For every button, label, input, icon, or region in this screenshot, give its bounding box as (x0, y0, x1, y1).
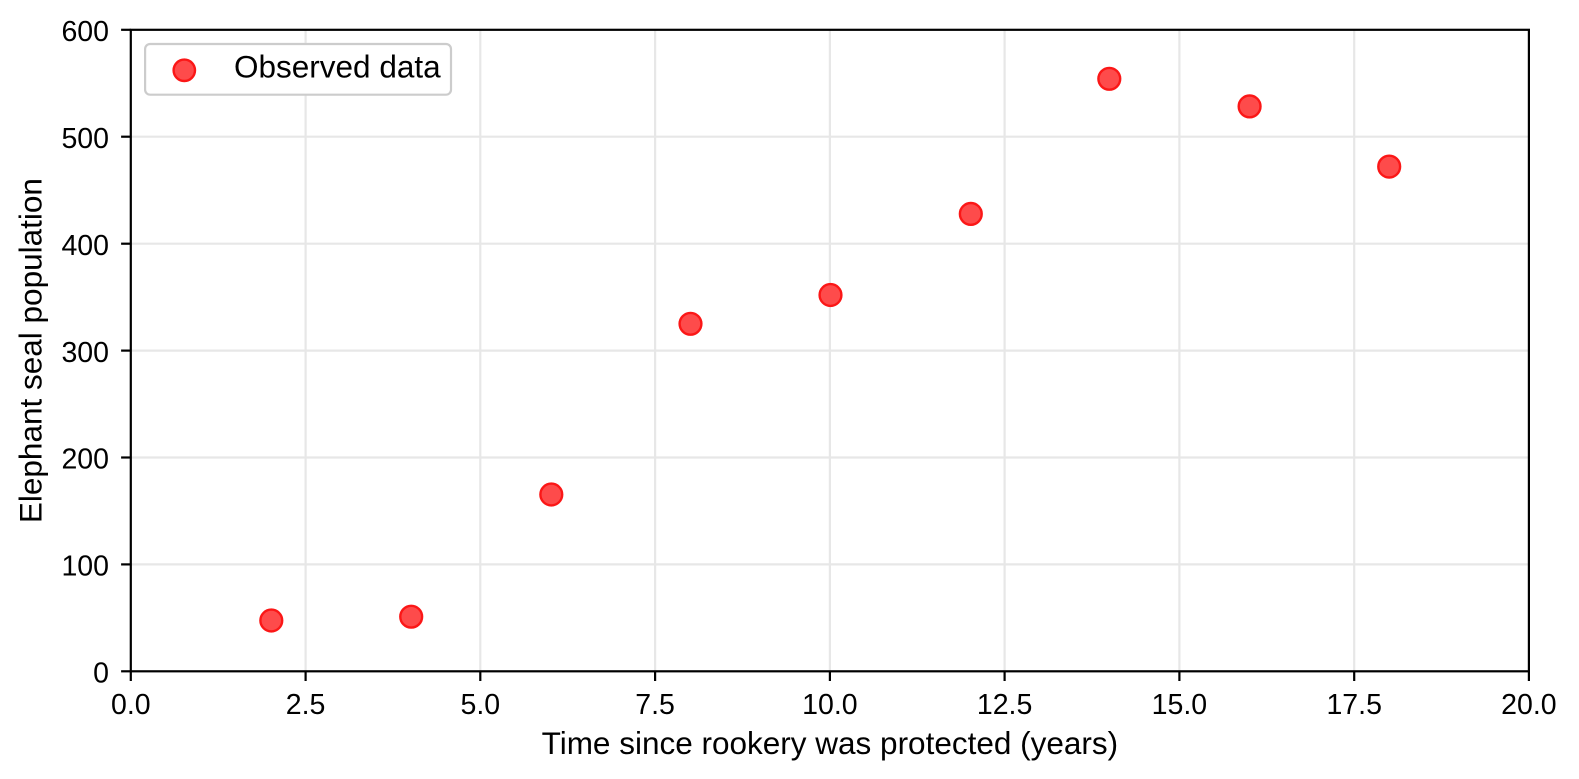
svg-text:Elephant seal population: Elephant seal population (13, 178, 49, 523)
svg-text:500: 500 (61, 123, 109, 155)
svg-text:Time since rookery was protect: Time since rookery was protected (years) (542, 725, 1119, 761)
svg-text:0: 0 (93, 658, 109, 690)
svg-text:10.0: 10.0 (802, 689, 857, 721)
svg-text:300: 300 (61, 337, 109, 369)
svg-text:20.0: 20.0 (1501, 689, 1556, 721)
svg-text:7.5: 7.5 (635, 689, 675, 721)
svg-text:600: 600 (61, 16, 109, 48)
svg-text:12.5: 12.5 (977, 689, 1032, 721)
svg-text:400: 400 (61, 230, 109, 262)
svg-text:0.0: 0.0 (111, 689, 151, 721)
svg-text:200: 200 (61, 444, 109, 476)
svg-text:17.5: 17.5 (1326, 689, 1381, 721)
svg-text:100: 100 (61, 551, 109, 583)
svg-text:15.0: 15.0 (1152, 689, 1207, 721)
svg-text:Observed data: Observed data (234, 49, 441, 85)
svg-text:2.5: 2.5 (286, 689, 326, 721)
svg-text:5.0: 5.0 (460, 689, 500, 721)
